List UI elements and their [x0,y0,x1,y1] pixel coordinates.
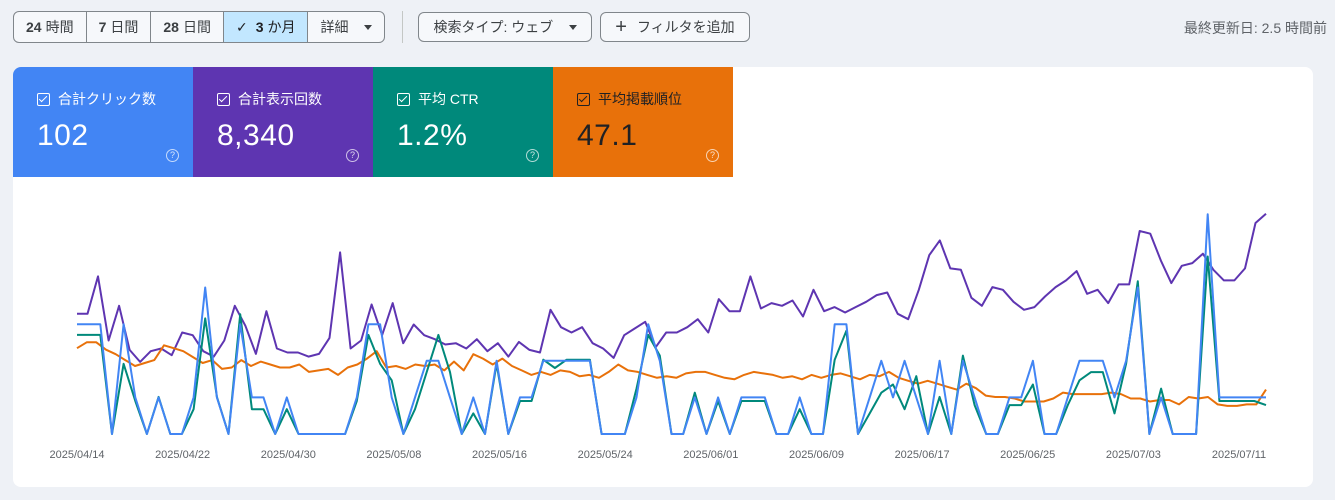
help-icon[interactable]: ? [706,149,719,162]
x-tick-label: 2025/05/08 [366,449,421,461]
metric-value: 47.1 [577,119,638,152]
metric-value: 8,340 [217,119,295,152]
series-line-2 [77,255,1267,435]
performance-line-chart: 2025/04/14 2025/04/22 2025/04/30 2025/05/08… [49,212,1267,461]
checkbox-icon[interactable] [37,92,50,106]
detail-dropdown[interactable]: 詳細 [308,12,384,42]
metric-value: 1.2% [397,119,468,152]
x-tick-label: 2025/04/30 [261,449,316,461]
checkbox-icon[interactable] [577,92,590,106]
range-3m-button[interactable]: ✓ 3 か月 [223,12,309,42]
range-28d-button[interactable]: 28 日間 [151,12,224,42]
plus-icon: + [615,16,627,38]
metric-label: 合計表示回数 [238,91,322,107]
x-tick-label: 2025/06/01 [683,449,738,461]
caret-down-icon [569,24,578,30]
series-line-1 [76,341,1267,407]
last-updated-text: 最終更新日: 2.5 時間前 [1183,20,1327,36]
metric-average-position[interactable]: 平均掲載順位 47.1 ? [553,67,733,177]
metric-label: 合計クリック数 [58,91,156,107]
x-tick-label: 2025/06/09 [789,449,844,461]
metric-label: 平均 CTR [418,91,479,107]
search-type-dropdown[interactable]: 検索タイプ: ウェブ [418,12,593,42]
help-icon[interactable]: ? [166,149,179,162]
x-tick-label: 2025/04/22 [155,449,210,461]
range-7d-button[interactable]: 7 日間 [87,12,152,42]
check-icon: ✓ [235,18,248,35]
metric-label: 平均掲載順位 [598,91,682,107]
date-range-selector: 24 時間 7 日間 28 日間 ✓ 3 か月 詳細 [13,11,386,43]
x-tick-label: 2025/05/16 [472,449,527,461]
series-line-3 [77,213,1266,435]
metric-total-impressions[interactable]: 合計表示回数 8,340 ? [193,67,373,177]
metric-average-ctr[interactable]: 平均 CTR 1.2% ? [373,67,553,177]
checkbox-icon[interactable] [217,92,230,106]
x-tick-label: 2025/04/14 [49,449,104,461]
add-filter-button[interactable]: + フィルタを追加 [600,12,750,42]
x-tick-label: 2025/06/25 [1000,449,1055,461]
help-icon[interactable]: ? [346,149,359,162]
series-line-0 [77,212,1267,363]
x-tick-label: 2025/06/17 [895,449,950,461]
metric-tabs: 合計クリック数 102 ? 合計表示回数 8,340 ? 平均 CTR 1.2%… [13,67,1313,177]
toolbar: 24 時間 7 日間 28 日間 ✓ 3 か月 詳細 検索タイプ: ウェブ + フィルタを追… [13,11,758,43]
toolbar-divider [402,11,404,43]
help-icon[interactable]: ? [526,149,539,162]
range-24h-button[interactable]: 24 時間 [14,12,87,42]
x-tick-label: 2025/07/03 [1106,449,1161,461]
performance-card: 合計クリック数 102 ? 合計表示回数 8,340 ? 平均 CTR 1.2%… [13,67,1313,487]
caret-down-icon [364,24,373,30]
x-tick-label: 2025/07/11 [1212,449,1266,461]
x-tick-label: 2025/05/24 [578,449,633,461]
metric-value: 102 [37,119,89,152]
metric-total-clicks[interactable]: 合計クリック数 102 ? [13,67,193,177]
checkbox-icon[interactable] [397,92,410,106]
